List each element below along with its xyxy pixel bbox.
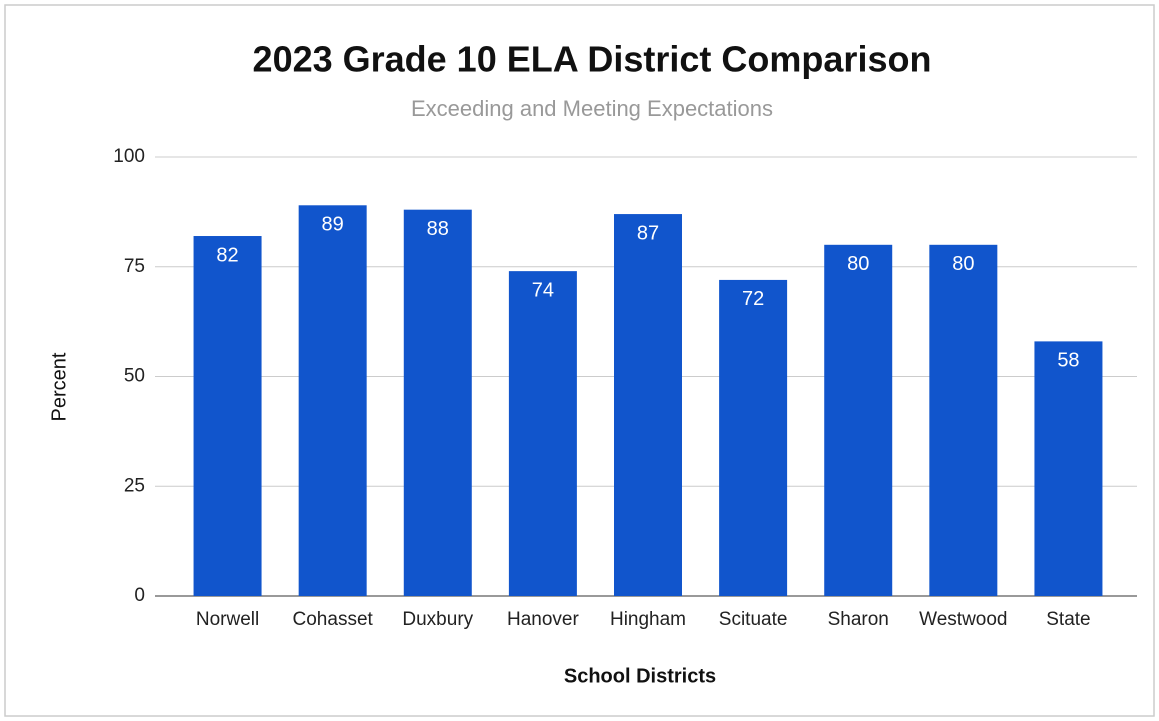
data-label: 74	[532, 279, 554, 301]
data-label: 80	[952, 253, 974, 275]
y-tick-label: 100	[113, 146, 145, 167]
x-tick-label: Westwood	[919, 609, 1007, 630]
bar	[1034, 341, 1103, 596]
x-tick-label: State	[1046, 609, 1090, 630]
y-tick-label: 25	[124, 475, 145, 496]
x-tick-label: Cohasset	[293, 609, 374, 630]
x-tick-label: Hingham	[610, 609, 686, 630]
data-label: 89	[322, 214, 344, 236]
chart-title: 2023 Grade 10 ELA District Comparison	[253, 39, 932, 80]
x-axis-title: School Districts	[564, 665, 716, 687]
x-tick-label: Duxbury	[402, 609, 473, 630]
bar	[193, 236, 262, 596]
bar	[508, 271, 577, 596]
x-tick-label: Hanover	[507, 609, 579, 630]
bar	[719, 279, 788, 596]
y-axis-title: Percent	[48, 352, 70, 421]
x-tick-label: Norwell	[196, 609, 259, 630]
data-label: 72	[742, 288, 764, 310]
bar	[929, 244, 998, 597]
data-label: 87	[637, 222, 659, 244]
data-label: 80	[847, 253, 869, 275]
bar	[403, 209, 472, 596]
bar	[614, 214, 682, 596]
x-tick-label: Scituate	[719, 609, 788, 630]
x-tick-label: Sharon	[828, 609, 889, 630]
data-label: 82	[216, 244, 238, 266]
data-label: 88	[427, 218, 449, 240]
y-tick-label: 0	[134, 585, 145, 606]
bar	[824, 244, 893, 597]
bar	[298, 205, 367, 597]
data-label: 58	[1057, 350, 1079, 372]
y-tick-label: 50	[124, 366, 145, 387]
chart-subtitle: Exceeding and Meeting Expectations	[411, 96, 773, 121]
y-tick-label: 75	[124, 256, 145, 277]
